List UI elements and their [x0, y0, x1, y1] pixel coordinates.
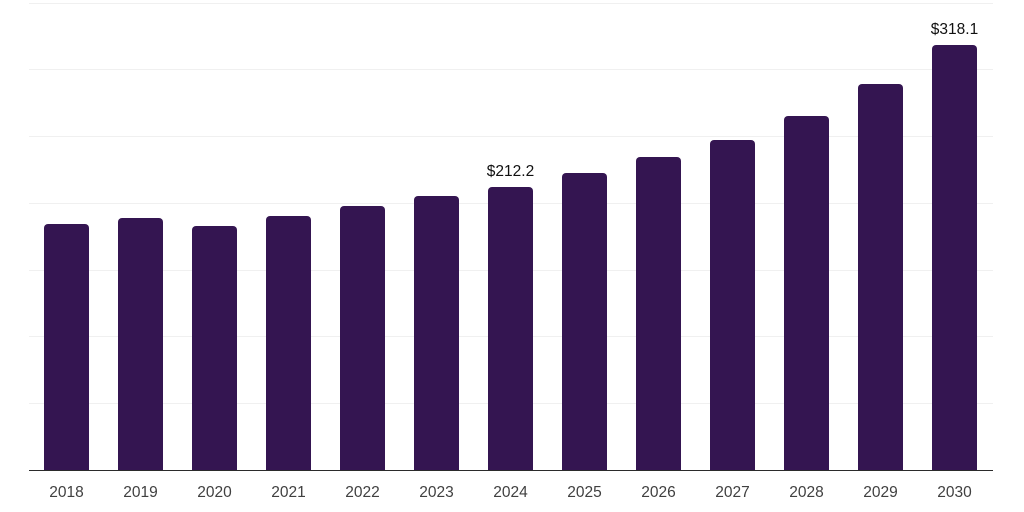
x-tick-label-2028: 2028	[789, 484, 824, 501]
bar-2026	[636, 157, 681, 470]
x-tick-label-2025: 2025	[567, 484, 602, 501]
bar-2021	[266, 216, 311, 470]
bar-2019	[118, 217, 163, 470]
bar-2024	[488, 186, 533, 470]
gridline	[29, 69, 993, 71]
x-tick-label-2020: 2020	[197, 484, 232, 501]
x-tick-label-2021: 2021	[271, 484, 306, 501]
bar-2027	[710, 140, 755, 470]
bar-2023	[414, 196, 459, 470]
bar-2029	[858, 83, 903, 470]
x-tick-label-2030: 2030	[937, 484, 972, 501]
x-tick-label-2027: 2027	[715, 484, 750, 501]
bar-2025	[562, 173, 607, 470]
bar-2020	[192, 225, 237, 470]
x-tick-label-2029: 2029	[863, 484, 898, 501]
bar-2018	[44, 224, 89, 470]
data-label-2024: $212.2	[486, 162, 535, 180]
gridline	[29, 2, 993, 4]
x-tick-label-2026: 2026	[641, 484, 676, 501]
x-tick-label-2023: 2023	[419, 484, 454, 501]
bar-2022	[340, 205, 385, 470]
x-axis-line	[29, 470, 993, 472]
bar-2028	[784, 116, 829, 470]
x-tick-label-2024: 2024	[493, 484, 528, 501]
gridline	[29, 136, 993, 138]
data-label-2030: $318.1	[930, 21, 979, 39]
x-tick-label-2018: 2018	[49, 484, 84, 501]
x-tick-label-2022: 2022	[345, 484, 380, 501]
x-tick-label-2019: 2019	[123, 484, 158, 501]
bar-2030	[932, 45, 977, 470]
